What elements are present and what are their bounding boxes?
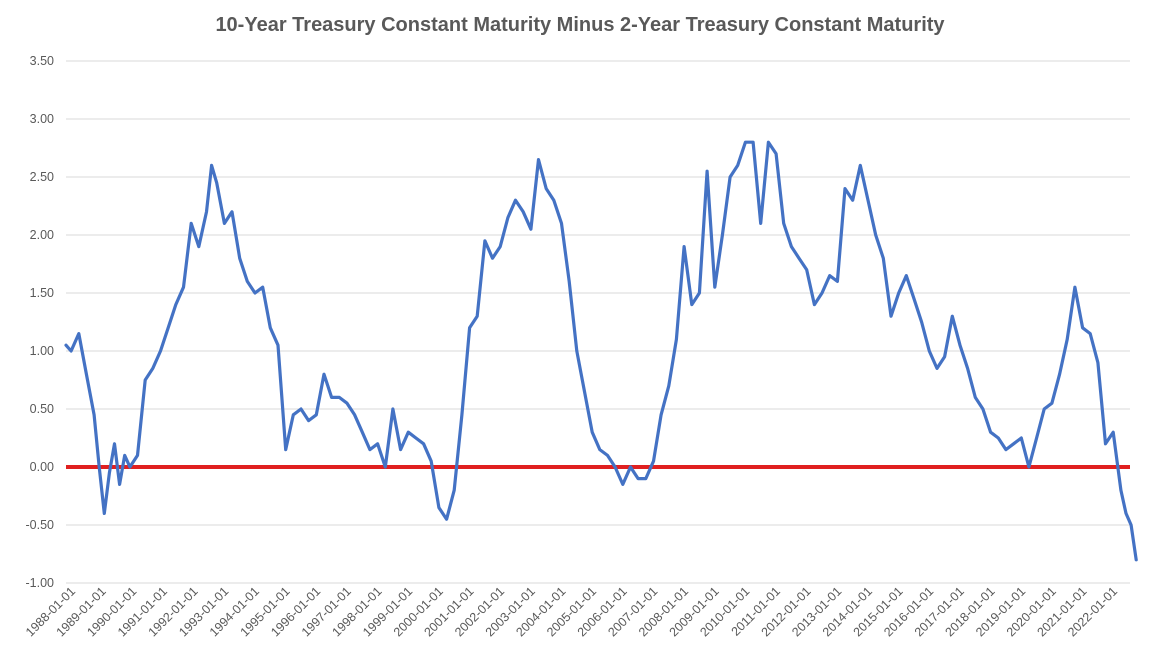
y-tick-label: 1.50 (30, 286, 54, 300)
y-tick-label: -1.00 (26, 576, 55, 590)
y-axis-ticks: 3.50 3.00 2.50 2.00 1.50 1.00 0.50 0.00 -0.50 -1.… (26, 54, 55, 590)
y-tick-label: 0.50 (30, 402, 54, 416)
y-tick-label: 0.00 (30, 460, 54, 474)
y-tick-label: -0.50 (26, 518, 55, 532)
chart-title: 10-Year Treasury Constant Maturity Minus… (215, 14, 945, 36)
y-tick-label: 3.00 (30, 112, 54, 126)
y-tick-label: 2.50 (30, 170, 54, 184)
y-tick-label: 3.50 (30, 54, 54, 68)
x-axis-ticks: 1988-01-011989-01-011990-01-011991-01-01… (23, 584, 1120, 639)
gridlines (66, 60, 1130, 584)
series-line (64, 140, 1138, 562)
series-layer (64, 140, 1138, 562)
y-tick-label: 1.00 (30, 344, 54, 358)
y-tick-label: 2.00 (30, 228, 54, 242)
